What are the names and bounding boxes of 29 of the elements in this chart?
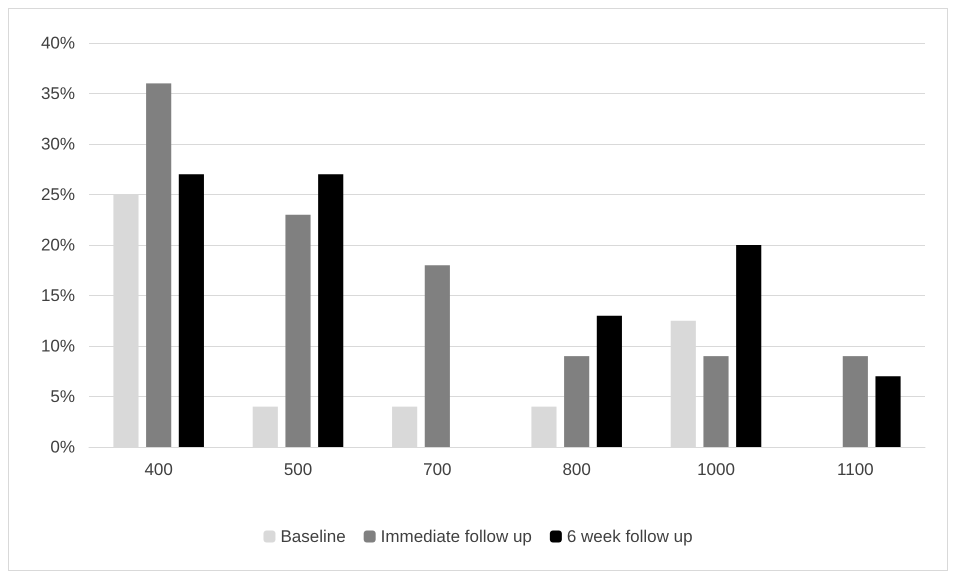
bar (596, 316, 622, 447)
bar (736, 245, 762, 447)
legend-label: Immediate follow up (380, 527, 532, 546)
x-tick-label: 700 (423, 460, 452, 479)
x-tick-label: 1100 (837, 460, 874, 479)
y-tick-label: 20% (40, 236, 75, 254)
bar (875, 376, 901, 447)
x-tick-label: 500 (284, 460, 312, 479)
y-tick-label: 15% (40, 286, 75, 305)
legend-label: Baseline (280, 527, 346, 546)
legend-label: 6 week follow up (566, 527, 693, 546)
y-tick-label: 10% (40, 336, 75, 356)
bar (285, 214, 311, 447)
y-tick-label: 25% (40, 185, 75, 204)
bar (178, 174, 204, 447)
bar (564, 356, 590, 447)
bar (146, 83, 172, 447)
bar (703, 356, 729, 447)
bar (842, 356, 868, 447)
bar (318, 174, 344, 447)
x-tick-label: 800 (562, 460, 591, 479)
bar (424, 265, 450, 447)
y-tick-label: 30% (40, 134, 75, 154)
y-tick-label: 40% (40, 34, 75, 52)
y-tick-label: 35% (40, 84, 75, 103)
y-tick-label: 5% (50, 387, 75, 406)
x-tick-label: 400 (144, 460, 173, 479)
y-tick-label: 0% (50, 438, 75, 456)
x-tick-label: 1000 (697, 460, 735, 479)
